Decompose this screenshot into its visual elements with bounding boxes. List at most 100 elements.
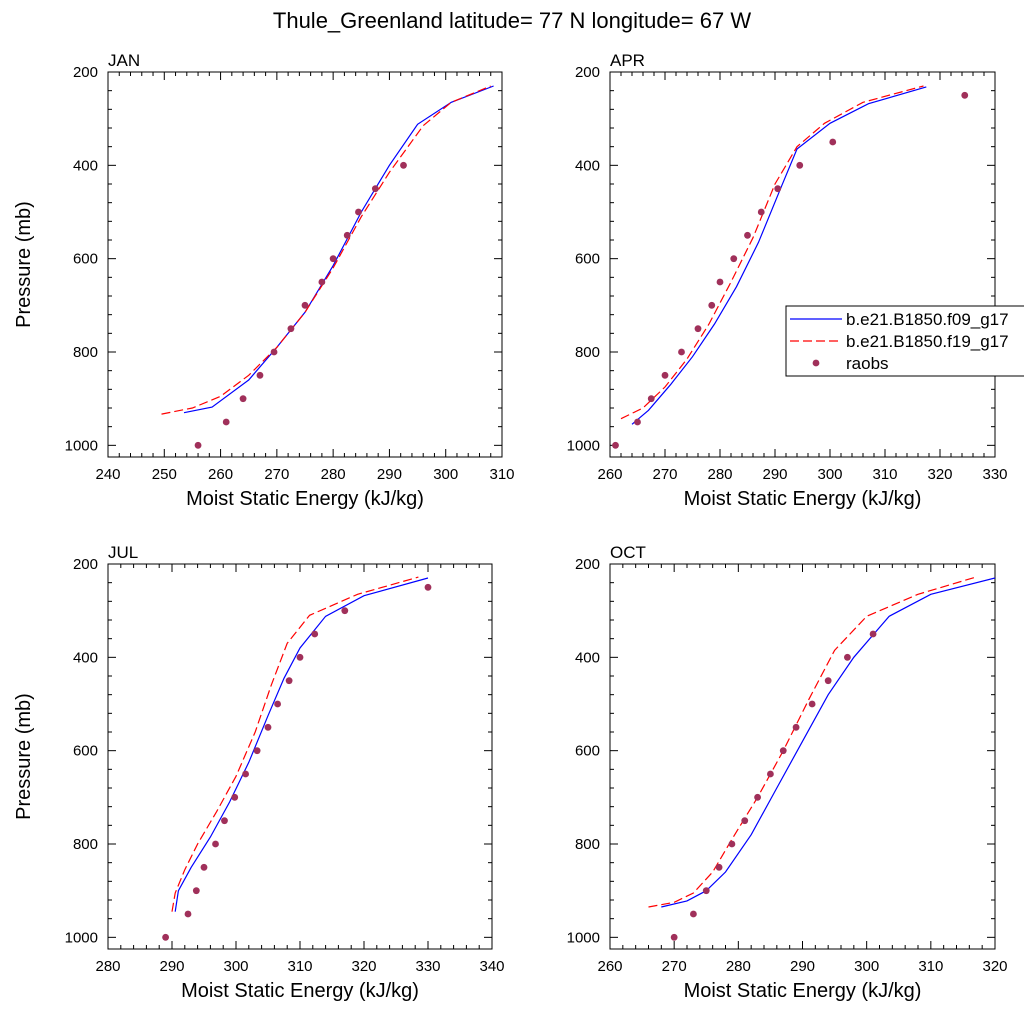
raobs-point <box>715 863 723 871</box>
x-tick-label: 320 <box>927 466 952 483</box>
raobs-point <box>774 185 782 193</box>
raobs-point <box>670 933 678 941</box>
legend-label: raobs <box>846 354 889 373</box>
x-tick-label: 280 <box>726 958 751 975</box>
raobs-point <box>661 371 669 379</box>
raobs-point <box>690 910 697 918</box>
y-axis-label: Pressure (mb) <box>13 693 35 820</box>
y-tick-label: 800 <box>575 836 600 853</box>
data-area <box>171 576 429 912</box>
raobs-point <box>212 840 219 848</box>
y-tick-label: 400 <box>575 157 600 174</box>
raobs-point <box>767 770 774 778</box>
legend: b.e21.B1850.f09_g17 b.e21.B1850.f19_g17ra… <box>785 305 1024 377</box>
y-tick-label: 1000 <box>567 437 600 454</box>
raobs-point <box>287 325 295 333</box>
y-tick-label: 600 <box>575 743 600 760</box>
x-tick-label: 270 <box>264 466 289 483</box>
raobs-point <box>341 607 349 615</box>
x-tick-label: 330 <box>415 958 440 975</box>
x-tick-label: 290 <box>377 466 402 483</box>
raobs-point <box>612 441 619 449</box>
x-axis-label: Moist Static Energy (kJ/kg) <box>684 980 922 1002</box>
x-tick-label: 310 <box>489 466 514 483</box>
plot-frame <box>107 563 493 950</box>
raobs-point <box>355 208 362 216</box>
raobs-point <box>221 817 228 825</box>
x-tick-label: 250 <box>152 466 177 483</box>
raobs-point <box>239 395 247 403</box>
y-axis-label: Pressure (mb) <box>13 201 35 328</box>
raobs-point <box>754 793 761 801</box>
y-tick-label: 200 <box>575 556 600 573</box>
raobs-point <box>792 723 800 731</box>
y-tick-label: 400 <box>575 649 600 666</box>
x-axis-label: Moist Static Energy (kJ/kg) <box>684 488 922 510</box>
y-tick-label: 800 <box>73 344 98 361</box>
raobs-point <box>301 301 309 309</box>
raobs-point <box>678 348 685 356</box>
legend-box <box>785 305 1024 377</box>
panel-label: APR <box>610 51 645 70</box>
x-tick-label: 270 <box>662 958 687 975</box>
raobs-point <box>647 395 655 403</box>
legend-marker-raobs <box>812 359 820 367</box>
y-tick-label: 800 <box>73 836 98 853</box>
legend-label: b.e21.B1850.f09_g17 <box>846 310 1009 329</box>
y-tick-label: 600 <box>575 251 600 268</box>
plot-frame <box>609 71 996 458</box>
x-tick-label: 310 <box>872 466 897 483</box>
legend-label: b.e21.B1850.f19_g17 <box>846 332 1009 351</box>
raobs-point <box>253 747 261 755</box>
panel-jan: 240 250 260 270 280 290 300 310 200 400 600 800 1000… <box>13 51 515 510</box>
raobs-point <box>424 583 432 591</box>
y-tick-label: 600 <box>73 743 98 760</box>
raobs-point <box>741 817 749 825</box>
raobs-point <box>796 161 804 169</box>
raobs-point <box>162 933 170 941</box>
x-tick-label: 300 <box>223 958 248 975</box>
x-tick-label: 260 <box>208 466 233 483</box>
raobs-point <box>311 630 319 638</box>
series-line-f09 <box>183 85 494 414</box>
raobs-point <box>274 700 281 708</box>
x-tick-label: 290 <box>790 958 815 975</box>
raobs-point <box>256 371 264 379</box>
y-tick-label: 200 <box>73 556 98 573</box>
data-area <box>161 85 494 415</box>
raobs-point <box>329 255 337 263</box>
x-tick-label: 330 <box>982 466 1007 483</box>
series-line-f09 <box>661 577 995 908</box>
raobs-point <box>296 653 304 661</box>
panel-label: JAN <box>108 51 140 70</box>
raobs-point <box>400 161 407 169</box>
raobs-point <box>716 278 724 286</box>
data-area <box>620 85 927 425</box>
x-tick-label: 260 <box>597 958 622 975</box>
x-tick-label: 310 <box>287 958 312 975</box>
y-tick-label: 600 <box>73 251 98 268</box>
raobs-point <box>708 301 716 309</box>
data-area <box>648 576 995 908</box>
raobs-point <box>231 793 239 801</box>
raobs-point <box>757 208 765 216</box>
figure-title: Thule_Greenland latitude= 77 N longitude… <box>273 8 751 33</box>
raobs-point <box>194 441 202 449</box>
series-line-f19 <box>171 576 419 912</box>
raobs-point <box>184 910 192 918</box>
raobs-point <box>200 863 208 871</box>
panel-label: OCT <box>610 543 646 562</box>
panel-oct: 260 270 280 290 300 310 320 200 400 600 800 1000 OCT… <box>567 543 1008 1002</box>
raobs-point <box>808 700 816 708</box>
raobs-point <box>285 677 293 685</box>
x-tick-label: 300 <box>817 466 842 483</box>
series-line-f19 <box>161 85 491 415</box>
raobs-point <box>824 677 832 685</box>
y-tick-label: 400 <box>73 649 98 666</box>
panel-apr: 260 270 280 290 300 310 320 330 200 400 600 800 1000… <box>567 51 1008 510</box>
panel-jul: 280 290 300 310 320 330 340 200 400 600 800 1000 JUL… <box>13 543 505 1002</box>
raobs-point <box>242 770 250 778</box>
panel-label: JUL <box>108 543 138 562</box>
raobs-point <box>694 325 702 333</box>
